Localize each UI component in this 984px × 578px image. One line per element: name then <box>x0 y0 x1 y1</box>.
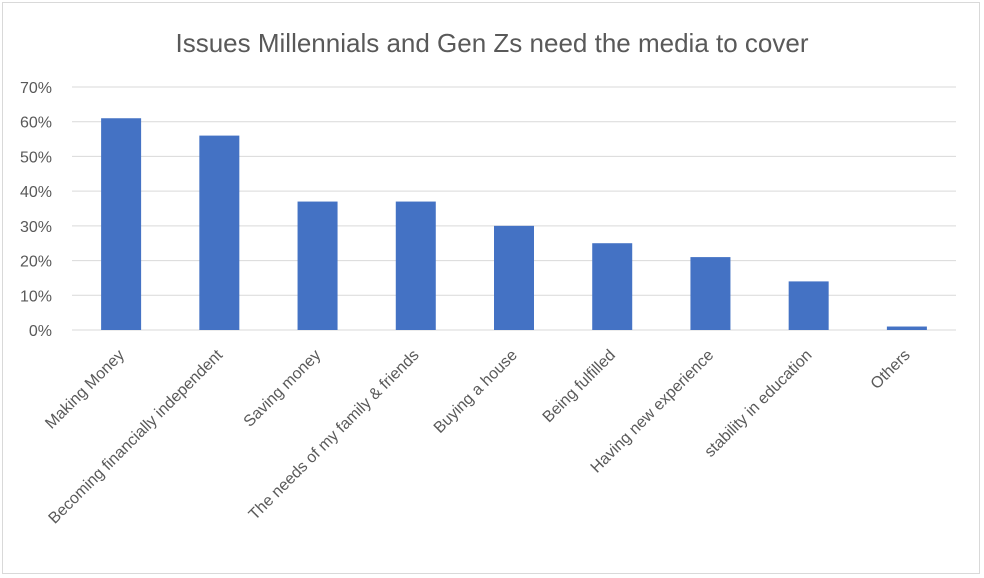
bar <box>199 135 240 330</box>
x-category-label: Becoming financially independent <box>46 346 227 527</box>
bar <box>690 257 731 330</box>
x-category-label: Making Money <box>42 347 128 433</box>
y-axis-ticks: 0% 10% 20% 30% 40% 50% 60% 70% <box>20 80 52 340</box>
y-tick-label: 30% <box>20 219 52 236</box>
bar <box>592 243 633 330</box>
y-tick-label: 0% <box>29 323 52 340</box>
y-tick-label: 20% <box>20 254 52 271</box>
x-category-label: Buying a house <box>431 347 521 437</box>
bar <box>788 281 829 330</box>
x-category-label: Being fulfilled <box>540 347 619 426</box>
chart-title: Issues Millennials and Gen Zs need the m… <box>175 28 808 58</box>
bar <box>395 201 436 330</box>
bar <box>297 201 338 330</box>
x-category-label: Others <box>868 347 914 393</box>
y-tick-label: 50% <box>20 149 52 166</box>
bar <box>494 225 534 330</box>
bar <box>886 326 927 330</box>
x-category-label: The needs of my family & friends <box>246 347 423 524</box>
y-tick-label: 70% <box>20 80 52 97</box>
x-category-label: Saving money <box>241 347 325 431</box>
y-tick-label: 40% <box>20 184 52 201</box>
bar <box>101 118 142 330</box>
y-tick-label: 10% <box>20 288 52 305</box>
bars <box>101 118 927 330</box>
x-category-label: stability in education <box>702 347 816 461</box>
y-tick-label: 60% <box>20 115 52 132</box>
